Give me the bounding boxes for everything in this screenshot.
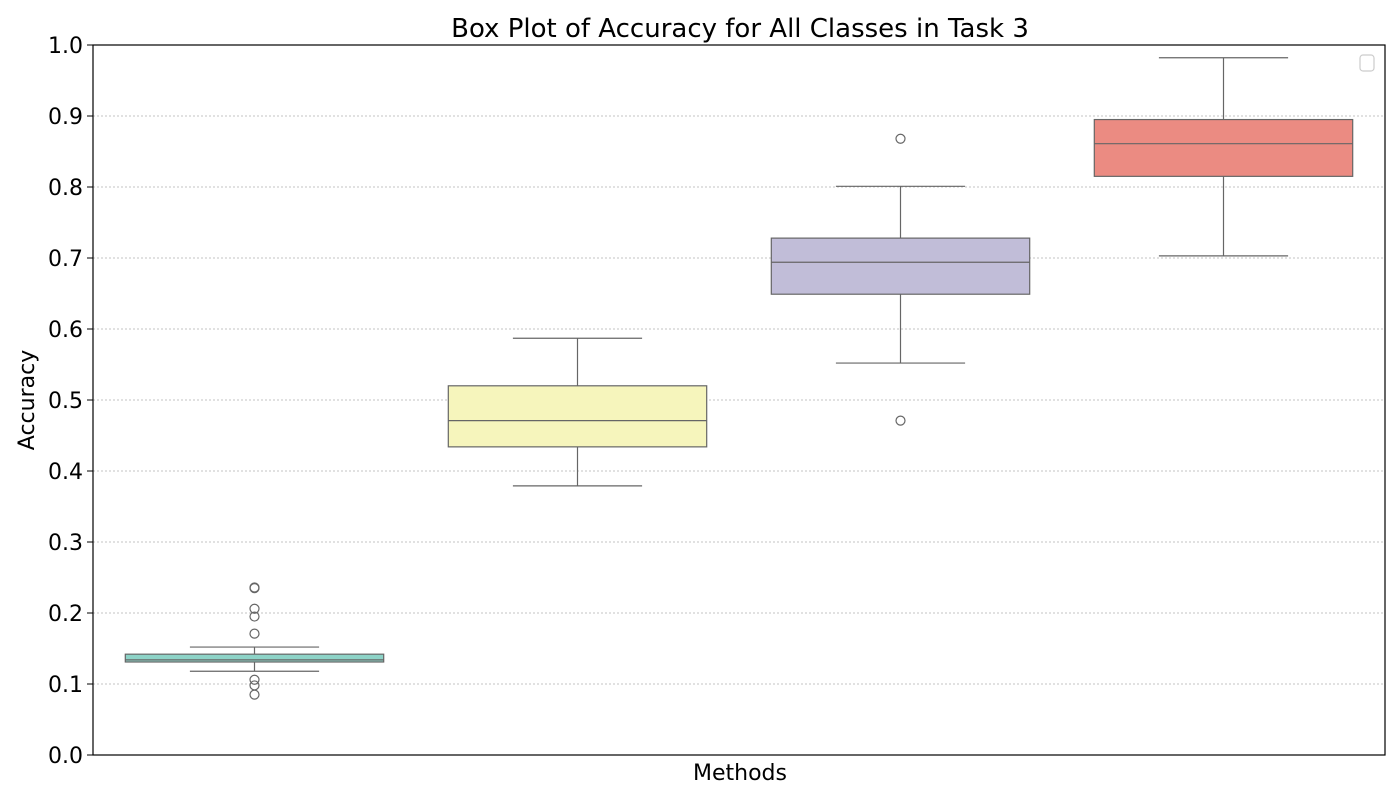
- y-tick-label: 0.0: [48, 744, 83, 769]
- iqr-box: [1093, 118, 1354, 177]
- legend-box: [1359, 54, 1375, 72]
- chart-title: Box Plot of Accuracy for All Classes in …: [451, 14, 1029, 44]
- box-group: [447, 337, 708, 487]
- box-series: [124, 57, 1354, 700]
- y-tick-label: 0.1: [48, 673, 83, 698]
- y-tick-label: 0.8: [48, 176, 83, 201]
- y-tick-label: 0.5: [48, 389, 83, 414]
- box-group: [770, 133, 1031, 426]
- outlier-point: [249, 689, 260, 700]
- y-ticks: 0.0 0.1 0.2 0.3 0.4 0.5 0.6 0.7 0.8 0.9 1.0: [48, 34, 93, 769]
- y-tick-label: 0.2: [48, 602, 83, 627]
- outlier-point: [895, 133, 906, 144]
- grid-lines: [93, 115, 1385, 685]
- y-axis-label: Accuracy: [15, 350, 40, 450]
- iqr-box: [447, 385, 708, 448]
- y-tick-label: 0.7: [48, 247, 83, 272]
- y-tick-label: 1.0: [48, 34, 83, 59]
- outlier-point: [249, 680, 260, 691]
- box-group: [124, 582, 385, 700]
- x-axis-label: Methods: [693, 761, 787, 786]
- y-tick-label: 0.9: [48, 105, 83, 130]
- y-tick-label: 0.3: [48, 531, 83, 556]
- outlier-point: [249, 603, 260, 614]
- box-group: [1093, 57, 1354, 257]
- outlier-point: [249, 582, 260, 593]
- iqr-box: [770, 237, 1031, 295]
- y-tick-label: 0.4: [48, 460, 83, 485]
- outlier-point: [249, 628, 260, 639]
- outlier-point: [249, 674, 260, 685]
- y-tick-label: 0.6: [48, 318, 83, 343]
- iqr-box: [124, 653, 385, 663]
- outlier-point: [249, 611, 260, 622]
- outlier-point: [895, 415, 906, 426]
